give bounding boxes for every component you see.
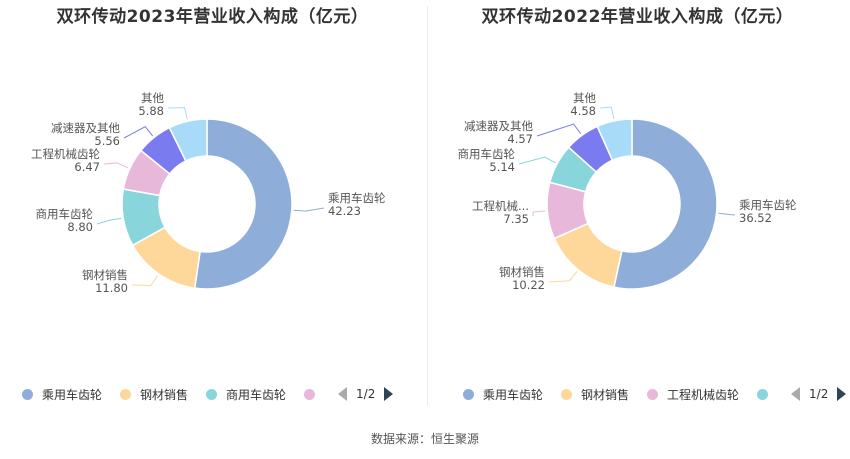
donut-slice[interactable] bbox=[613, 118, 718, 290]
legend-marker bbox=[463, 388, 474, 400]
legend-label: 工程机械齿轮 bbox=[667, 387, 740, 402]
slice-value: 5.56 bbox=[94, 134, 120, 148]
chart-panel-2023: 双环传动2023年营业收入构成（亿元） 乘用车齿轮 42.23 钢材销售 11.80 商… bbox=[0, 0, 425, 415]
slice-label: 工程机械齿轮 bbox=[31, 147, 100, 161]
legend-item[interactable]: 商用车齿轮 bbox=[206, 386, 286, 403]
leader-line bbox=[131, 275, 159, 286]
donut-slice[interactable] bbox=[193, 118, 293, 290]
slice-label: 商用车齿轮 bbox=[36, 207, 94, 221]
slice-value: 42.23 bbox=[328, 204, 361, 218]
chevron-right-icon[interactable] bbox=[837, 387, 847, 401]
legend-page-indicator: 1/2 bbox=[809, 387, 829, 401]
chevron-left-icon[interactable] bbox=[791, 387, 801, 401]
legend-item[interactable]: 乘用车齿轮 bbox=[22, 386, 102, 403]
chart-title: 双环传动2022年营业收入构成（亿元） bbox=[481, 7, 794, 27]
slice-value: 4.58 bbox=[570, 104, 596, 118]
donut-slice[interactable] bbox=[596, 118, 633, 162]
slice-label: 钢材销售 bbox=[82, 268, 128, 282]
chart-panel-2022: 双环传动2022年营业收入构成（亿元） 乘用车齿轮 36.52 钢材销售 10.22 工… bbox=[425, 0, 850, 415]
leader-line bbox=[599, 106, 615, 120]
legend-marker bbox=[22, 388, 33, 400]
slice-label: 钢材销售 bbox=[499, 265, 545, 279]
legend-pager: 1/2 bbox=[791, 387, 847, 401]
legend-item[interactable]: 乘用车齿轮 bbox=[463, 386, 543, 403]
legend-label: 钢材销售 bbox=[581, 387, 630, 402]
legend: 乘用车齿轮 钢材销售 商用车齿轮 1/2 bbox=[22, 384, 394, 404]
donut-slice[interactable] bbox=[168, 118, 208, 162]
slice-label: 工程机械... bbox=[472, 199, 529, 213]
legend-page-indicator: 1/2 bbox=[356, 387, 376, 401]
slice-value: 8.80 bbox=[67, 220, 93, 234]
slice-value: 11.80 bbox=[95, 281, 128, 295]
legend-item[interactable]: 钢材销售 bbox=[120, 386, 188, 403]
leader-line bbox=[123, 126, 154, 139]
legend-marker bbox=[647, 388, 659, 400]
legend-marker bbox=[304, 388, 316, 400]
legend-label: 乘用车齿轮 bbox=[42, 387, 103, 402]
leader-line bbox=[167, 107, 188, 120]
legend: 乘用车齿轮 钢材销售 工程机械齿轮 1/2 bbox=[463, 384, 847, 404]
legend-pager: 1/2 bbox=[338, 387, 394, 401]
slice-value: 7.35 bbox=[503, 212, 529, 226]
slice-value: 4.57 bbox=[507, 132, 533, 146]
leader-line bbox=[532, 210, 546, 217]
slice-value: 5.14 bbox=[489, 160, 515, 174]
legend-label: 钢材销售 bbox=[140, 387, 189, 402]
slice-value: 6.47 bbox=[74, 160, 100, 174]
slice-label: 乘用车齿轮 bbox=[739, 198, 797, 212]
panel-divider bbox=[427, 6, 428, 406]
slice-label: 其他 bbox=[573, 91, 596, 105]
legend-marker bbox=[120, 388, 132, 400]
legend-item[interactable]: 钢材销售 bbox=[561, 386, 629, 403]
legend-item[interactable] bbox=[304, 388, 324, 400]
legend-label: 商用车齿轮 bbox=[226, 387, 287, 402]
leader-line bbox=[96, 217, 122, 225]
slice-label: 减速器及其他 bbox=[51, 121, 120, 135]
chart-title: 双环传动2023年营业收入构成（亿元） bbox=[56, 7, 369, 27]
slice-label: 减速器及其他 bbox=[464, 119, 533, 133]
legend-label: 乘用车齿轮 bbox=[483, 387, 544, 402]
leader-line bbox=[293, 207, 325, 212]
leader-line bbox=[548, 271, 578, 283]
leader-line bbox=[536, 123, 582, 137]
leader-line bbox=[103, 162, 129, 169]
legend-marker bbox=[561, 388, 573, 400]
slice-value: 5.88 bbox=[138, 104, 164, 118]
leader-line bbox=[518, 156, 556, 165]
slice-label: 其他 bbox=[141, 91, 164, 105]
slice-label: 商用车齿轮 bbox=[458, 147, 516, 161]
slice-value: 36.52 bbox=[739, 211, 772, 225]
legend-marker bbox=[757, 388, 769, 400]
slice-label: 乘用车齿轮 bbox=[328, 191, 386, 205]
legend-marker bbox=[206, 388, 218, 400]
legend-item[interactable]: 工程机械齿轮 bbox=[647, 386, 739, 403]
legend-item[interactable] bbox=[757, 388, 777, 400]
chevron-right-icon[interactable] bbox=[384, 387, 394, 401]
chevron-left-icon[interactable] bbox=[338, 387, 348, 401]
data-source-note: 数据来源：恒生聚源 bbox=[370, 432, 479, 446]
leader-line bbox=[718, 212, 736, 216]
slice-value: 10.22 bbox=[512, 278, 545, 292]
